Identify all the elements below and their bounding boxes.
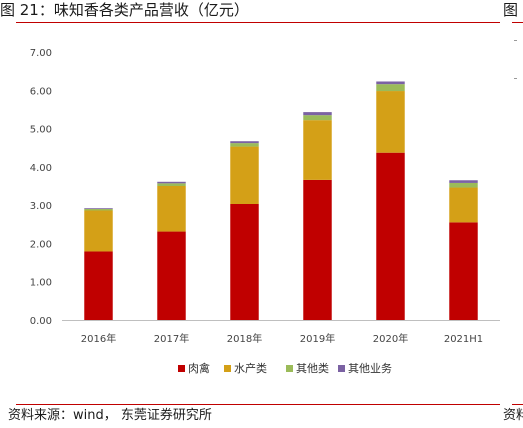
bar-segment (449, 180, 478, 183)
neighbor-chart-tick (514, 78, 517, 79)
bar-segment (449, 187, 478, 223)
x-tick-label: 2021H1 (444, 334, 483, 345)
legend-swatch (338, 365, 345, 372)
bar-segment (157, 231, 186, 320)
next-source-fragment: 资料 (503, 408, 523, 423)
y-tick-label: 5.00 (30, 125, 52, 136)
bar-segment (84, 208, 113, 209)
legend-label: 其他业务 (348, 362, 392, 375)
legend-label: 水产类 (234, 361, 267, 375)
legend-swatch (224, 365, 231, 372)
legend-swatch (178, 365, 185, 372)
y-tick-label: 6.00 (30, 86, 52, 97)
y-axis: 0.00 1.00 2.00 3.00 4.00 5.00 6.00 7.00 (30, 48, 500, 327)
legend-label: 肉禽 (188, 361, 210, 375)
legend-label: 其他类 (296, 361, 329, 375)
y-tick-label: 4.00 (30, 163, 52, 174)
bar-segment (157, 181, 186, 184)
bar-segment (303, 120, 332, 180)
y-tick-label: 2.00 (30, 239, 52, 250)
y-tick-label: 3.00 (30, 201, 52, 212)
legend-swatch (286, 365, 293, 372)
bar-segment (449, 222, 478, 320)
bar-segment (230, 203, 259, 320)
x-tick-label: 2016年 (81, 332, 116, 345)
bar-segment (230, 146, 259, 204)
bar-segment (303, 115, 332, 121)
bar-segment (230, 143, 259, 147)
y-tick-label: 1.00 (30, 278, 52, 289)
source-note: 资料来源：wind， 东莞证券研究所 (8, 408, 212, 423)
bars (84, 81, 478, 320)
bar-segment (84, 251, 113, 320)
legend: 肉禽 水产类 其他类 其他业务 (178, 361, 392, 375)
bar-segment (376, 84, 405, 92)
y-tick-label: 0.00 (30, 316, 52, 327)
neighbor-chart-tick (514, 40, 517, 41)
bar-segment (230, 141, 259, 144)
bar-segment (449, 182, 478, 188)
x-tick-label: 2019年 (300, 332, 335, 345)
y-tick-label: 7.00 (30, 48, 52, 59)
stacked-bar-chart: 0.001.002.003.004.005.006.007.00 2016年 20… (30, 48, 500, 375)
figure-title: 图 21：味知香各类产品营收（亿元） (0, 1, 249, 19)
next-figure-title-fragment: 图 (503, 1, 519, 19)
bar-segment (84, 208, 113, 211)
bar-segment (157, 183, 186, 186)
x-tick-label: 2020年 (373, 332, 408, 345)
bar-segment (376, 152, 405, 320)
top-rule-right (512, 22, 523, 23)
bar-segment (84, 210, 113, 252)
bar-segment (303, 179, 332, 320)
bottom-rule (16, 404, 500, 405)
bar-segment (303, 112, 332, 116)
top-rule (16, 22, 500, 23)
x-tick-label: 2017年 (154, 332, 189, 345)
bar-segment (376, 91, 405, 153)
bar-segment (376, 81, 405, 85)
x-axis: 2016年 2017年 2018年 2019年 2020年 2021H1 (81, 332, 483, 345)
x-tick-label: 2018年 (227, 332, 262, 345)
bottom-rule-right (512, 404, 523, 405)
bar-segment (157, 186, 186, 232)
